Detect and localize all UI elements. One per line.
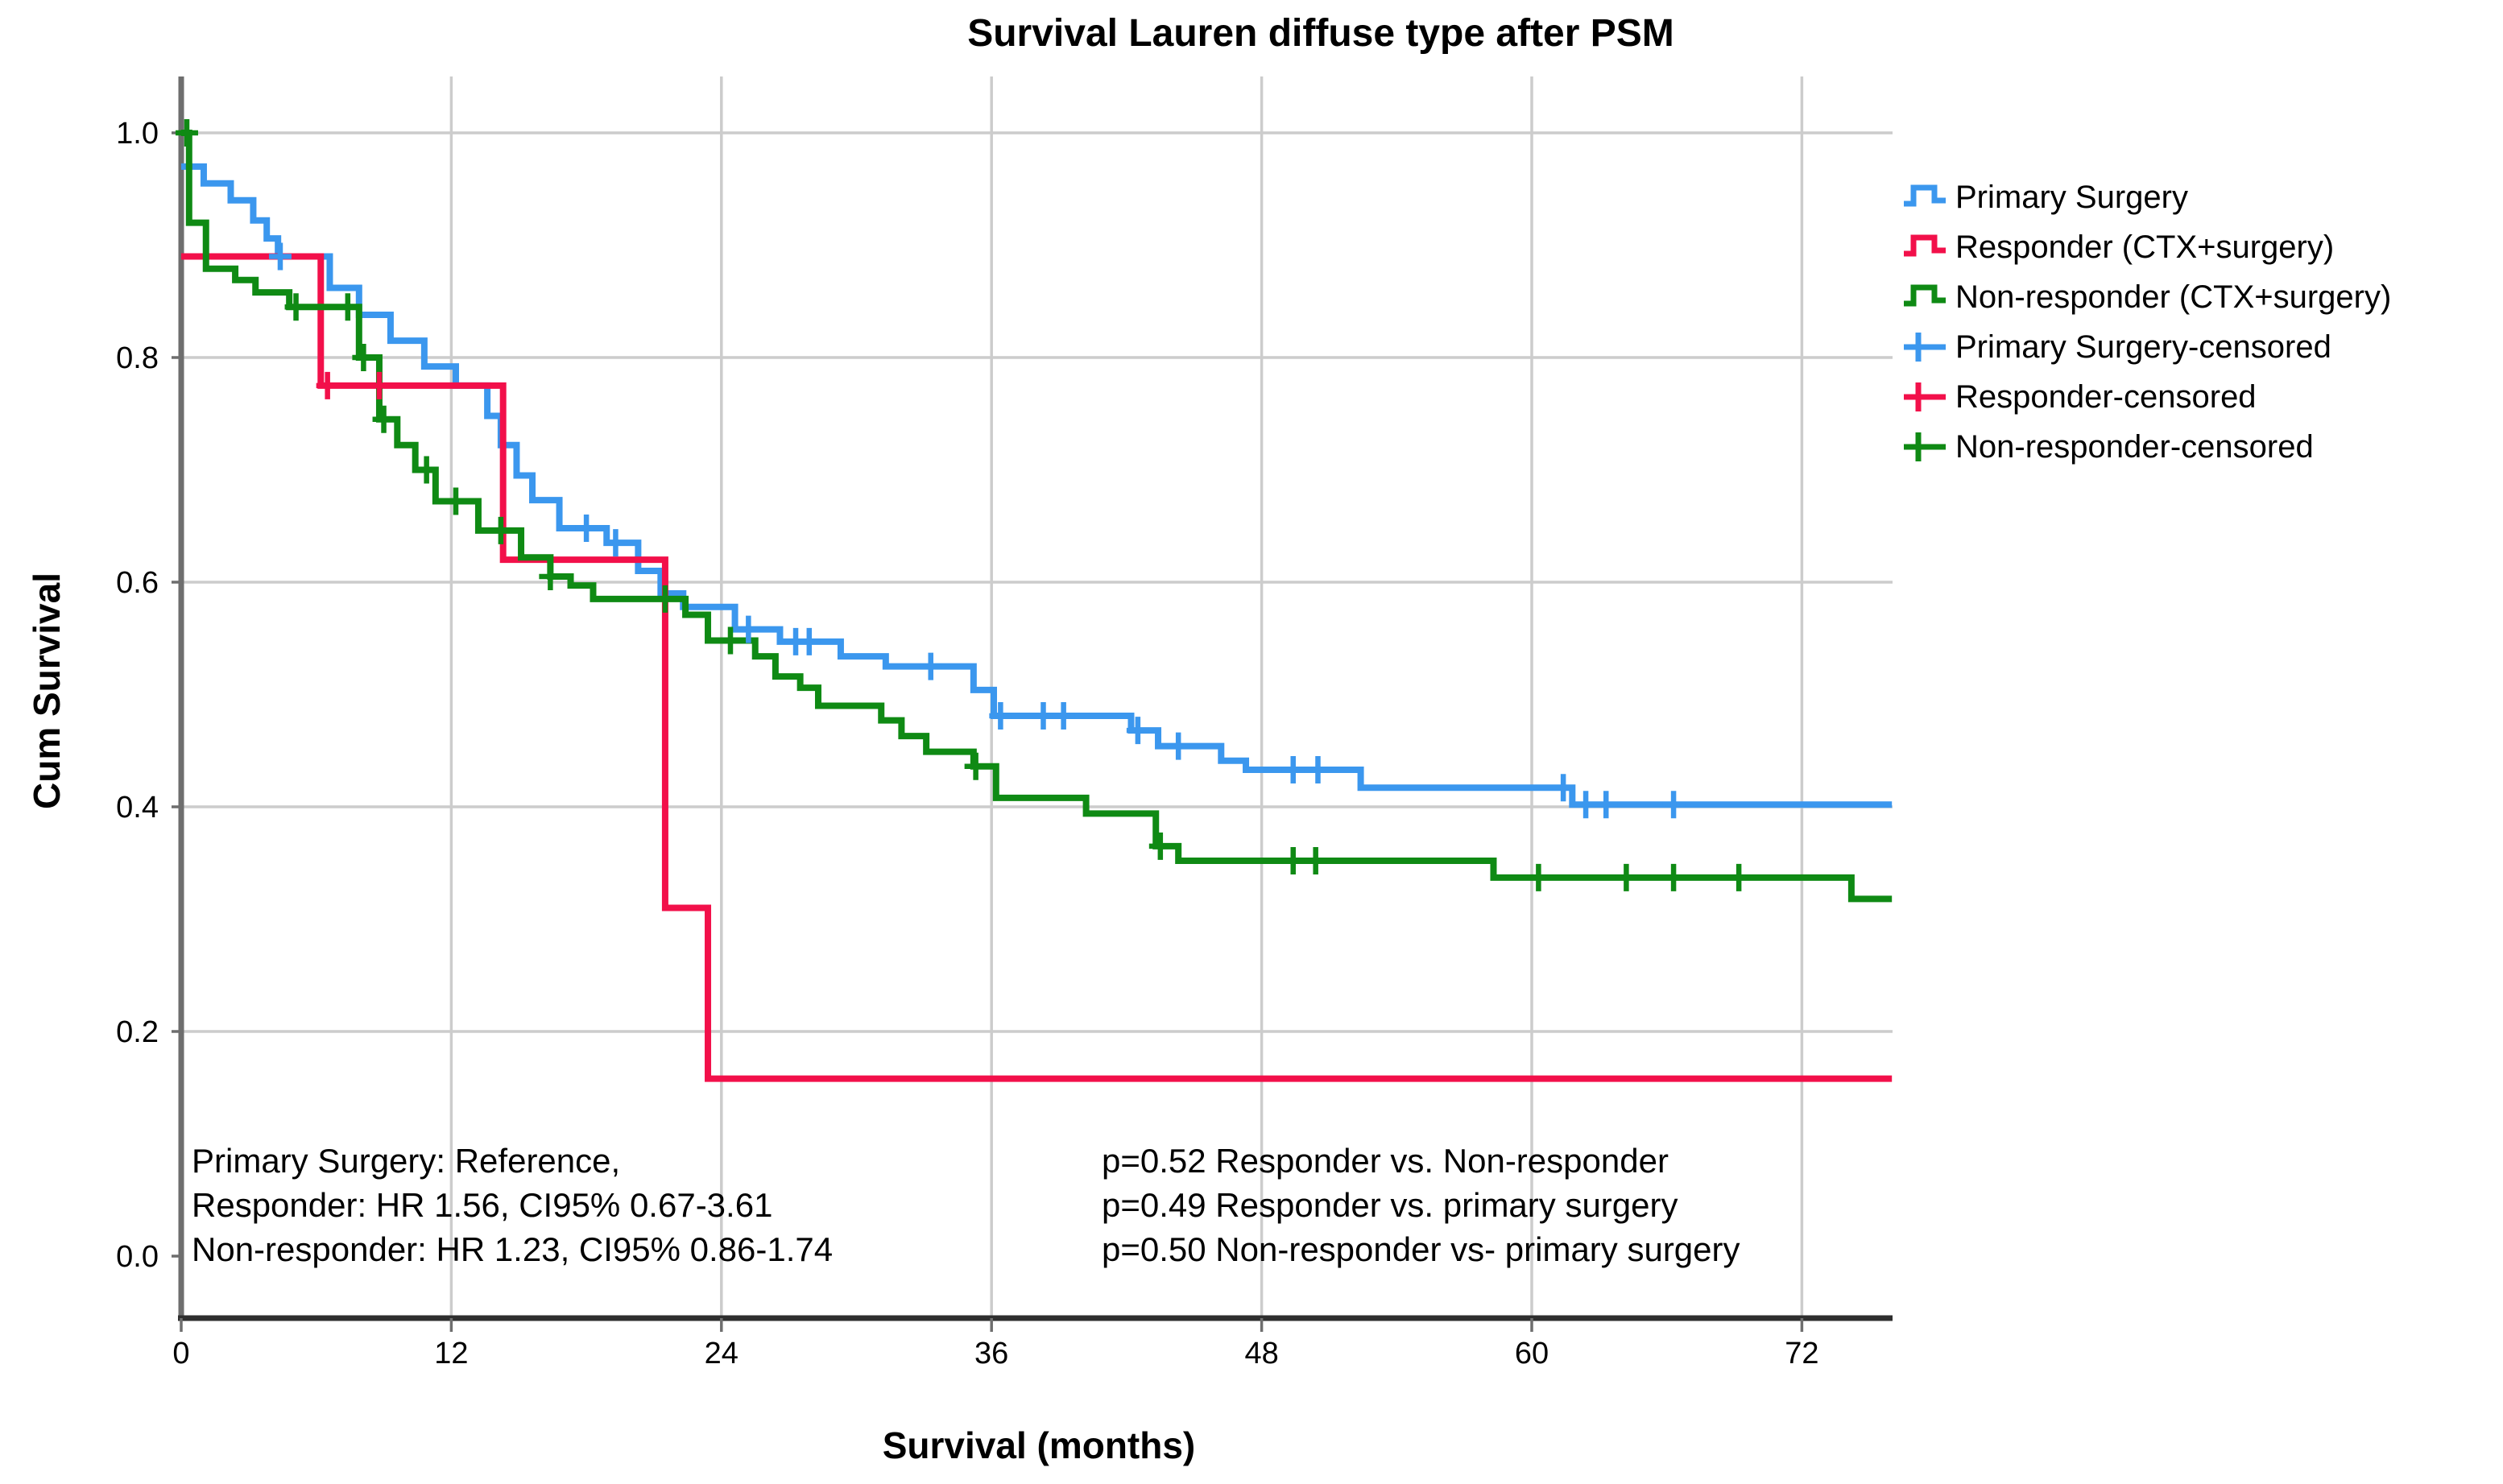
- y-tick-label: 0.2: [116, 1015, 159, 1049]
- annotation-line: Responder: HR 1.56, CI95% 0.67-3.61: [192, 1186, 773, 1224]
- hazard-ratio-annotation: Primary Surgery: Reference, Responder: H…: [192, 1139, 833, 1271]
- censor-marks-2: [316, 371, 391, 399]
- y-tick-label: 0.4: [116, 791, 159, 825]
- step-line-swatch-icon: [1904, 284, 1946, 307]
- x-axis-title: Survival (months): [882, 1424, 1196, 1466]
- p-value-line: p=0.52 Responder vs. Non-responder: [1102, 1142, 1669, 1180]
- p-value-line: p=0.50 Non-responder vs- primary surgery: [1102, 1230, 1740, 1268]
- p-value-annotation: p=0.52 Responder vs. Non-responder p=0.4…: [1102, 1139, 1740, 1271]
- step-line-swatch-icon: [1904, 184, 1946, 207]
- x-tick-label: 0: [172, 1337, 189, 1370]
- annotation-line: Non-responder: HR 1.23, CI95% 0.86-1.74: [192, 1230, 834, 1268]
- legend-label: Non-responder-censored: [1955, 428, 2314, 465]
- legend-label: Responder-censored: [1955, 378, 2257, 415]
- gridlines: [181, 76, 1893, 1318]
- annotation-line: Primary Surgery: Reference,: [192, 1142, 621, 1180]
- step-line-swatch-icon: [1904, 234, 1946, 257]
- y-tick-label: 0.8: [116, 341, 159, 375]
- tick-labels: 1.0 0.8 0.6 0.4 0.2 0.0 0 12 24 36 48 60 72: [116, 117, 1818, 1370]
- legend-label: Non-responder (CTX+surgery): [1955, 279, 2392, 315]
- legend-item-non-responder: Non-responder (CTX+surgery): [1902, 272, 2391, 322]
- x-tick-label: 72: [1785, 1337, 1818, 1370]
- legend-item-primary-surgery-censored: Primary Surgery-censored: [1902, 322, 2391, 372]
- legend-label: Responder (CTX+surgery): [1955, 229, 2335, 265]
- censor-plus-swatch-icon: [1904, 333, 1946, 362]
- legend-label: Primary Surgery: [1955, 179, 2188, 215]
- censor-plus-swatch-icon: [1904, 432, 1946, 461]
- x-tick-label: 48: [1244, 1337, 1278, 1370]
- y-tick-label: 1.0: [116, 117, 159, 151]
- censor-marks-3: [175, 119, 1751, 891]
- legend: Primary Surgery Responder (CTX+surgery) …: [1902, 172, 2391, 472]
- legend-item-non-responder-censored: Non-responder-censored: [1902, 422, 2391, 472]
- legend-item-responder: Responder (CTX+surgery): [1902, 222, 2391, 272]
- x-tick-label: 60: [1515, 1337, 1549, 1370]
- legend-label: Primary Surgery-censored: [1955, 329, 2331, 365]
- legend-item-responder-censored: Responder-censored: [1902, 372, 2391, 422]
- km-curve-2: [181, 253, 1893, 1082]
- p-value-line: p=0.49 Responder vs. primary surgery: [1102, 1186, 1678, 1224]
- chart-title: Survival Lauren diffuse type after PSM: [967, 12, 1674, 55]
- x-tick-label: 36: [974, 1337, 1008, 1370]
- censor-marks-1: [268, 242, 1686, 819]
- y-tick-label: 0.0: [116, 1240, 159, 1274]
- y-tick-label: 0.6: [116, 566, 159, 600]
- legend-item-primary-surgery: Primary Surgery: [1902, 172, 2391, 222]
- censor-plus-swatch-icon: [1904, 382, 1946, 411]
- x-tick-label: 12: [434, 1337, 468, 1370]
- km-curve-3: [181, 130, 1893, 903]
- axes: [172, 76, 1893, 1332]
- x-tick-label: 24: [705, 1337, 738, 1370]
